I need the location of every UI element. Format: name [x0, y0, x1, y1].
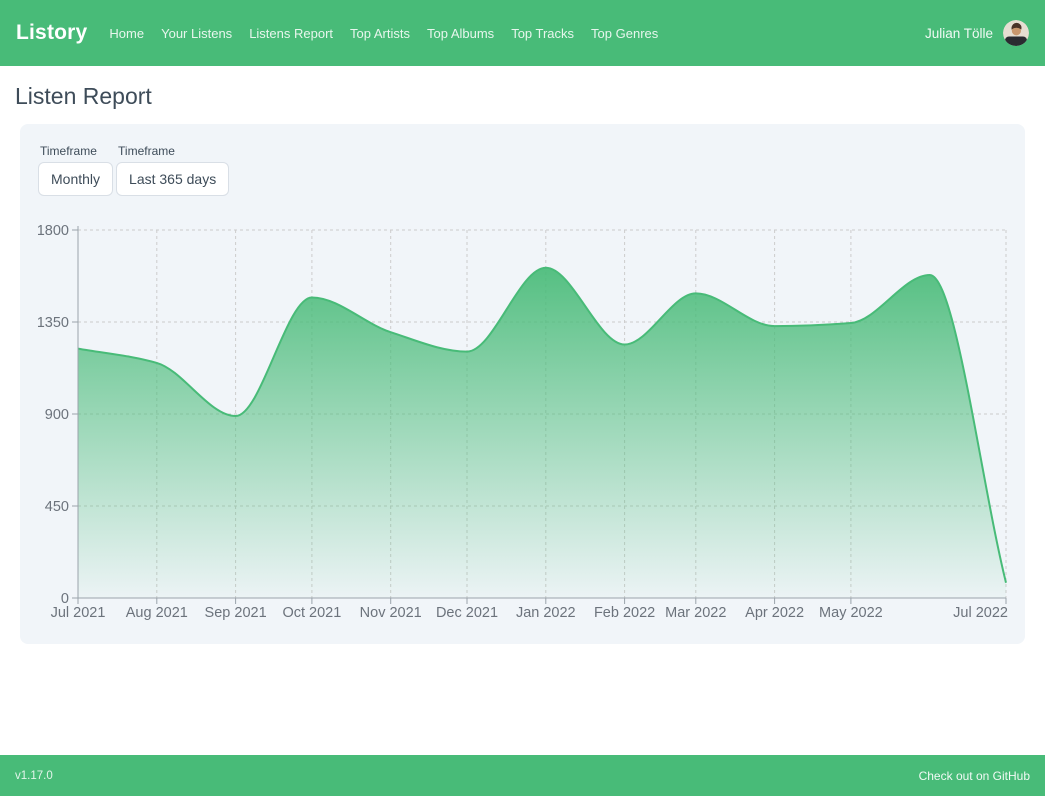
svg-text:900: 900 — [45, 407, 69, 423]
svg-text:0: 0 — [61, 591, 69, 607]
svg-text:May 2022: May 2022 — [819, 605, 883, 621]
nav-item-top-genres[interactable]: Top Genres — [591, 25, 659, 41]
nav-links: Home Your Listens Listens Report Top Art… — [109, 26, 658, 41]
user-menu[interactable]: Julian Tölle — [925, 20, 1029, 46]
svg-text:Sep 2021: Sep 2021 — [205, 605, 267, 621]
timeframe-range-control: Timeframe Last 365 days — [116, 144, 230, 196]
svg-text:Aug 2021: Aug 2021 — [126, 605, 188, 621]
user-name[interactable]: Julian Tölle — [924, 25, 993, 41]
report-card: Timeframe Monthly Timeframe Last 365 day… — [20, 124, 1025, 644]
chart-line — [77, 266, 1007, 583]
nav-item-top-albums[interactable]: Top Albums — [426, 25, 495, 41]
svg-text:Jul 2021: Jul 2021 — [51, 605, 106, 621]
page-title: Listen Report — [15, 83, 152, 109]
brand-logo[interactable]: Listory — [16, 21, 88, 44]
svg-text:Feb 2022: Feb 2022 — [594, 605, 655, 621]
footer: v1.17.0 Check out on GitHub — [0, 755, 1045, 796]
svg-text:1800: 1800 — [38, 223, 69, 239]
nav-item-top-artists[interactable]: Top Artists — [350, 25, 410, 41]
chart-axes — [72, 226, 1007, 604]
timeframe-range-label: Timeframe — [118, 144, 175, 158]
timeframe-monthly-label: Timeframe — [40, 144, 97, 158]
svg-text:Mar 2022: Mar 2022 — [665, 605, 726, 621]
nav-item-listens-report[interactable]: Listens Report — [249, 25, 334, 41]
svg-text:450: 450 — [45, 499, 69, 515]
nav-item-home[interactable]: Home — [109, 25, 145, 41]
listens-area-chart: 0 450 900 1350 1800 Jul 2021 Aug 2021 Sep 2021 O… — [37, 223, 1008, 621]
github-link[interactable]: Check out on GitHub — [918, 768, 1030, 783]
svg-text:Apr 2022: Apr 2022 — [745, 605, 804, 621]
chart-tick-labels: 0 450 900 1350 1800 Jul 2021 Aug 2021 Sep 2021 O… — [37, 223, 1008, 621]
svg-text:Oct 2021: Oct 2021 — [282, 605, 341, 621]
version-label: v1.17.0 — [15, 769, 53, 782]
timeframe-range-button[interactable]: Last 365 days — [116, 162, 230, 196]
user-avatar-icon[interactable] — [1003, 20, 1029, 46]
timeframe-monthly-control: Timeframe Monthly — [38, 144, 114, 196]
svg-text:Jan 2022: Jan 2022 — [516, 605, 576, 621]
listen-report-chart: 0 450 900 1350 1800 Jul 2021 Aug 2021 Sep 2021 O… — [37, 218, 1008, 628]
nav-item-your-listens[interactable]: Your Listens — [161, 25, 233, 41]
timeframe-controls: Timeframe Monthly Timeframe Last 365 day… — [38, 144, 1007, 196]
chart-area-fill — [78, 267, 1006, 598]
timeframe-monthly-button[interactable]: Monthly — [38, 162, 114, 196]
main-content: Listen Report Timeframe Monthly Timefram… — [0, 81, 1045, 644]
nav-item-top-tracks[interactable]: Top Tracks — [511, 25, 575, 41]
svg-text:Dec 2021: Dec 2021 — [436, 605, 498, 621]
svg-text:1350: 1350 — [38, 315, 69, 331]
svg-text:Nov 2021: Nov 2021 — [360, 605, 422, 621]
svg-text:Jul 2022: Jul 2022 — [953, 605, 1008, 621]
navbar: Listory Home Your Listens Listens Report… — [0, 0, 1045, 66]
